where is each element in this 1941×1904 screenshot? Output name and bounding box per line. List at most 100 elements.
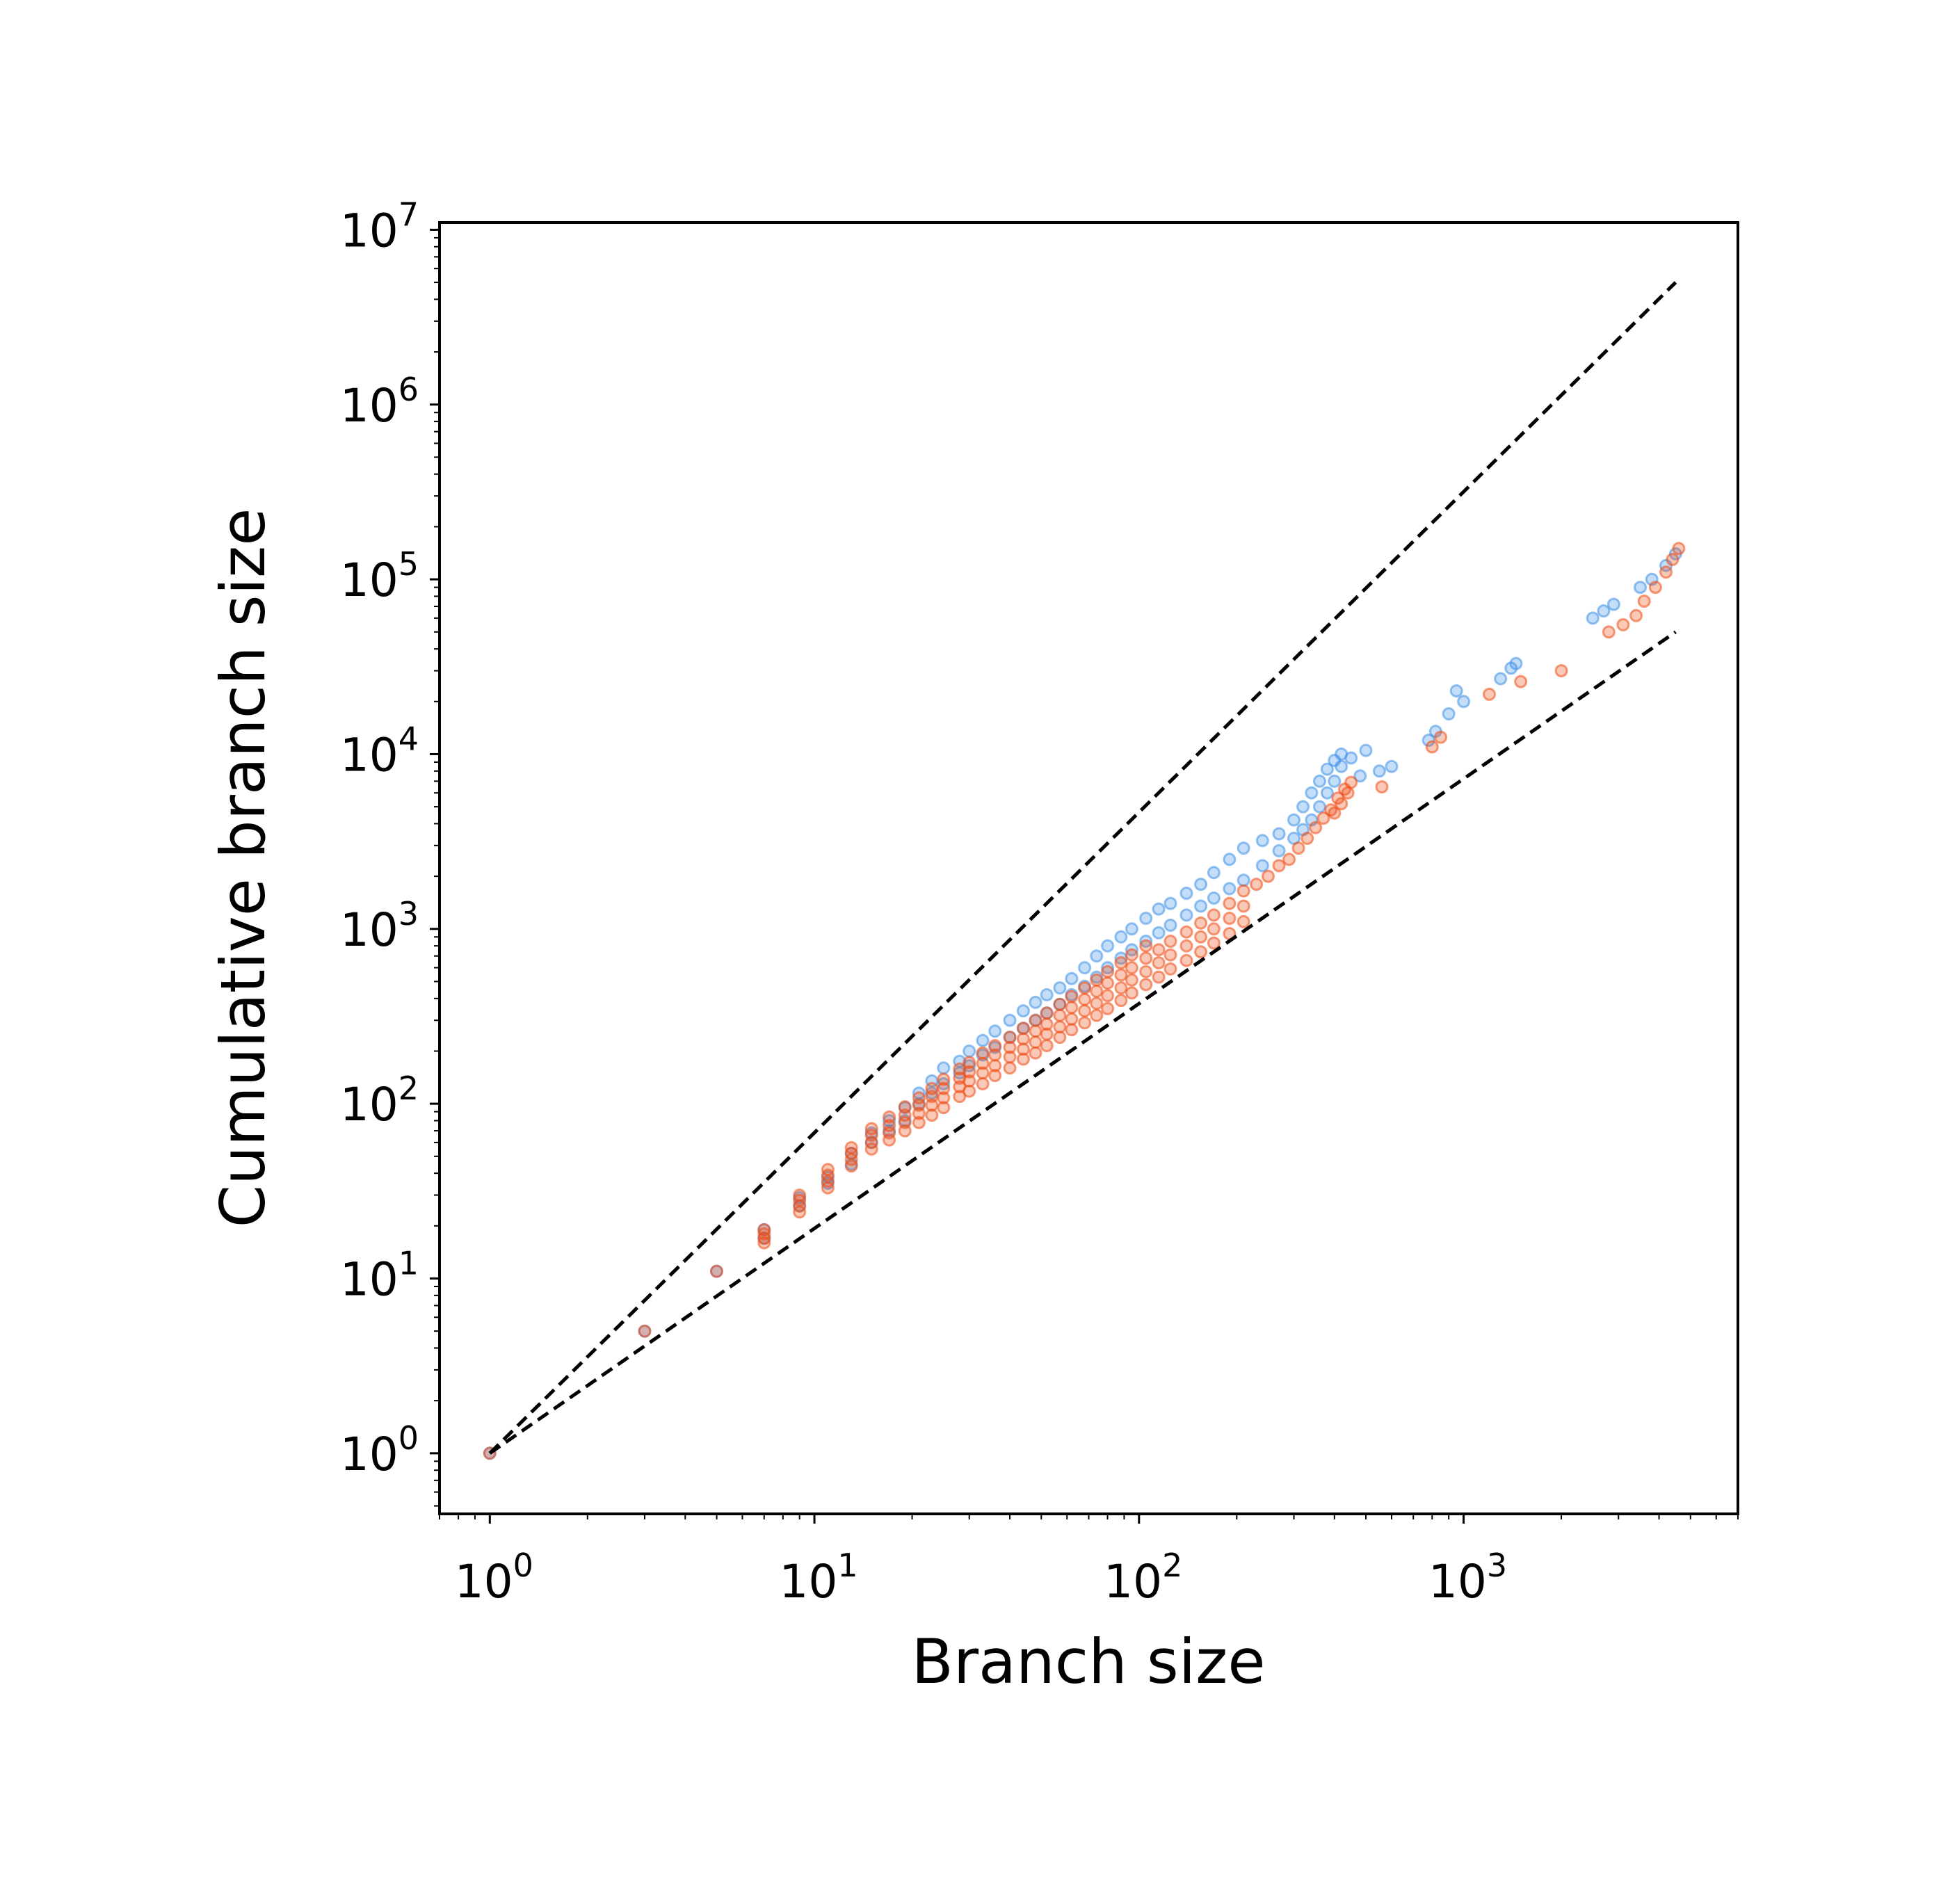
data-point <box>1139 965 1153 978</box>
data-point <box>1152 956 1166 969</box>
data-point <box>864 1122 878 1136</box>
data-point <box>1335 797 1348 811</box>
data-point <box>1586 611 1600 625</box>
y-tick-label: 100 <box>340 1419 419 1481</box>
data-point <box>1300 832 1314 845</box>
data-point <box>844 1140 858 1154</box>
series-1 <box>483 542 1686 1460</box>
data-point <box>1328 806 1342 820</box>
data-point <box>1078 1004 1092 1018</box>
data-point <box>1114 930 1128 944</box>
data-point <box>1616 618 1630 631</box>
data-point <box>1065 1012 1079 1026</box>
data-point <box>1313 800 1326 814</box>
data-point <box>988 1059 1002 1072</box>
y-tick-label: 101 <box>340 1244 419 1306</box>
data-point <box>1353 769 1367 783</box>
data-point <box>1090 1008 1104 1022</box>
data-point <box>1029 1024 1042 1038</box>
data-point <box>898 1100 912 1114</box>
data-point <box>988 1069 1002 1083</box>
data-point <box>1602 625 1616 639</box>
data-point <box>1065 990 1079 1003</box>
data-point <box>1125 986 1138 1000</box>
data-point <box>1237 914 1250 928</box>
data-point <box>963 1056 976 1070</box>
y-axis-label: Cumulative branch size <box>207 508 279 1228</box>
data-point <box>1152 970 1166 984</box>
x-tick-label: 101 <box>779 1547 857 1608</box>
data-point <box>1509 656 1523 670</box>
data-point <box>1179 939 1193 953</box>
data-point <box>1250 878 1264 892</box>
y-tick-label: 103 <box>340 895 419 957</box>
data-point <box>1223 912 1237 925</box>
data-point <box>1053 1020 1067 1034</box>
data-point <box>988 1024 1002 1038</box>
data-point <box>1179 908 1193 922</box>
data-point <box>976 1077 990 1090</box>
data-point <box>1139 912 1153 925</box>
data-point <box>1237 899 1250 913</box>
data-point <box>710 1264 723 1278</box>
data-point <box>757 1227 771 1241</box>
data-point <box>1003 1050 1017 1064</box>
data-point <box>937 1072 951 1086</box>
data-point <box>1207 922 1221 936</box>
data-point <box>1483 687 1496 701</box>
data-point <box>1375 780 1389 793</box>
data-point <box>1179 953 1193 967</box>
data-point <box>1053 1008 1067 1022</box>
reference-lines <box>488 281 1677 1455</box>
data-point <box>1237 873 1250 887</box>
data-point <box>1078 992 1092 1006</box>
data-point <box>1194 899 1208 913</box>
data-point <box>1282 853 1296 866</box>
data-point <box>1016 1022 1030 1035</box>
data-point <box>937 1101 951 1115</box>
data-point <box>1494 672 1508 686</box>
data-point <box>1078 1016 1092 1030</box>
data-point <box>1514 675 1528 688</box>
data-point <box>1637 595 1651 608</box>
data-point <box>963 1074 976 1088</box>
data-point <box>1634 581 1647 595</box>
data-point <box>1101 939 1115 953</box>
data-point <box>1163 948 1177 962</box>
data-point <box>976 1066 990 1080</box>
data-point <box>1078 981 1092 995</box>
data-point <box>1296 800 1310 814</box>
data-point <box>1385 759 1399 773</box>
data-point <box>1016 1032 1030 1046</box>
data-point <box>1237 841 1250 855</box>
data-point <box>1114 981 1128 995</box>
data-point <box>1344 775 1358 789</box>
data-point <box>1152 943 1166 957</box>
data-point <box>1040 1017 1054 1031</box>
x-axis-label: Branch size <box>911 1626 1265 1697</box>
data-point <box>1003 1013 1017 1027</box>
data-point <box>821 1163 835 1177</box>
plot-frame <box>438 221 1739 1515</box>
data-point <box>1016 1004 1030 1018</box>
data-point <box>988 1039 1002 1053</box>
data-point <box>1359 743 1373 757</box>
data-point <box>1179 887 1193 900</box>
data-point <box>1125 973 1138 987</box>
y-tick-label: 104 <box>340 720 419 782</box>
x-tick-label: 100 <box>455 1547 533 1608</box>
data-point <box>937 1081 951 1095</box>
data-point <box>1139 978 1153 992</box>
data-point <box>1101 989 1115 1003</box>
data-point <box>1272 859 1286 873</box>
data-point <box>1139 939 1153 953</box>
x-tick-label: 103 <box>1428 1547 1507 1608</box>
data-point <box>1029 1035 1042 1049</box>
data-point <box>1040 1027 1054 1041</box>
data-point <box>1163 935 1177 948</box>
data-point <box>912 1115 926 1129</box>
data-point <box>638 1324 652 1338</box>
plot-marks <box>483 542 1686 1460</box>
data-point <box>1287 813 1300 827</box>
